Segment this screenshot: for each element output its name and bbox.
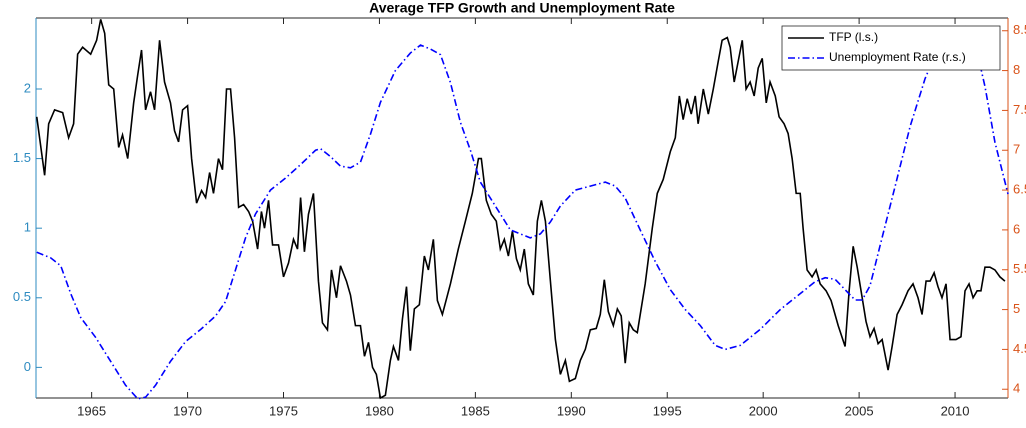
x-tick-label: 1970 — [173, 403, 202, 418]
y-tick-label: 2 — [24, 80, 31, 95]
x-tick-label: 1980 — [365, 403, 394, 418]
y-tick-label: 0.5 — [13, 289, 31, 304]
x-tick-label: 2010 — [941, 403, 970, 418]
y2-tick-label: 7.5 — [1013, 102, 1026, 117]
series-line — [36, 25, 1009, 400]
y2-tick-label: 8.5 — [1013, 22, 1026, 37]
x-tick-label: 1985 — [461, 403, 490, 418]
y2-tick-label: 4 — [1013, 381, 1020, 396]
y2-tick-label: 4.5 — [1013, 341, 1026, 356]
y-tick-label: 1 — [24, 220, 31, 235]
x-tick-label: 2000 — [749, 403, 778, 418]
y2-tick-label: 5.5 — [1013, 261, 1026, 276]
x-tick-label: 1975 — [269, 403, 298, 418]
legend-label: TFP (l.s.) — [829, 30, 878, 44]
y-tick-label: 0 — [24, 359, 31, 374]
legend-box — [781, 25, 1001, 71]
x-tick-label: 1965 — [77, 403, 106, 418]
x-tick-label: 2005 — [845, 403, 874, 418]
series-line — [35, 19, 1006, 400]
y2-tick-label: 8 — [1013, 62, 1020, 77]
y2-tick-label: 6.5 — [1013, 182, 1026, 197]
chart-title: Average TFP Growth and Unemployment Rate — [369, 0, 675, 16]
y2-tick-label: 5 — [1013, 301, 1020, 316]
y2-tick-label: 6 — [1013, 221, 1020, 236]
legend-label: Unemployment Rate (r.s.) — [829, 50, 966, 64]
y-tick-label: 1.5 — [13, 150, 31, 165]
x-tick-label: 1990 — [557, 403, 586, 418]
x-tick-label: 1995 — [653, 403, 682, 418]
y2-tick-label: 7 — [1013, 142, 1020, 157]
